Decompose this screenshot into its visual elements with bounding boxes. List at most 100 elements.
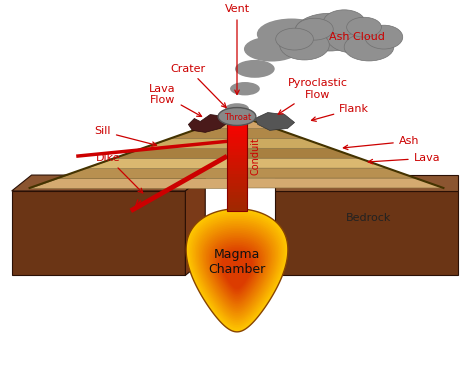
Polygon shape (227, 177, 247, 180)
Polygon shape (199, 224, 275, 316)
Polygon shape (227, 128, 247, 131)
Ellipse shape (225, 103, 249, 114)
Ellipse shape (294, 13, 364, 51)
Text: Vent: Vent (224, 4, 250, 94)
Polygon shape (227, 198, 247, 202)
Polygon shape (227, 140, 247, 143)
Text: Lava
Flow: Lava Flow (149, 84, 201, 116)
Polygon shape (227, 186, 247, 189)
Polygon shape (227, 205, 247, 208)
Text: Bedrock: Bedrock (346, 213, 392, 223)
Polygon shape (227, 158, 247, 161)
Ellipse shape (365, 25, 403, 49)
Polygon shape (247, 168, 415, 178)
Polygon shape (195, 219, 279, 321)
Polygon shape (86, 158, 227, 168)
Polygon shape (227, 195, 247, 198)
Text: Lava: Lava (368, 153, 440, 164)
Ellipse shape (218, 108, 256, 126)
Polygon shape (227, 131, 247, 134)
Ellipse shape (257, 19, 326, 50)
Polygon shape (29, 178, 227, 188)
Polygon shape (212, 240, 262, 301)
Ellipse shape (346, 17, 382, 37)
Polygon shape (227, 134, 247, 137)
Polygon shape (227, 183, 247, 186)
Polygon shape (247, 119, 275, 128)
Polygon shape (227, 152, 247, 156)
Polygon shape (188, 115, 228, 132)
Ellipse shape (344, 33, 394, 61)
Polygon shape (206, 233, 268, 308)
Text: Flank: Flank (311, 104, 369, 121)
Polygon shape (227, 125, 247, 128)
Text: Dike: Dike (96, 153, 143, 193)
Polygon shape (227, 137, 247, 140)
Polygon shape (203, 229, 271, 311)
Ellipse shape (280, 30, 329, 60)
Polygon shape (247, 128, 303, 138)
Polygon shape (196, 221, 278, 320)
Polygon shape (227, 149, 247, 152)
Polygon shape (12, 175, 205, 191)
Polygon shape (275, 191, 458, 275)
Polygon shape (210, 238, 264, 303)
Polygon shape (58, 168, 227, 178)
Polygon shape (227, 208, 247, 211)
Polygon shape (227, 161, 247, 165)
Polygon shape (199, 119, 227, 128)
Polygon shape (202, 228, 272, 313)
Polygon shape (227, 165, 247, 168)
Polygon shape (222, 252, 252, 289)
Ellipse shape (323, 10, 365, 35)
Polygon shape (192, 216, 282, 325)
Text: Crater: Crater (171, 64, 226, 108)
Text: Throat: Throat (224, 113, 252, 122)
Polygon shape (247, 138, 331, 148)
Polygon shape (227, 119, 247, 122)
Polygon shape (205, 231, 269, 310)
Polygon shape (227, 174, 247, 177)
Polygon shape (227, 202, 247, 205)
Polygon shape (255, 112, 294, 130)
Ellipse shape (235, 60, 275, 78)
Text: Pyroclastic
Flow: Pyroclastic Flow (278, 78, 347, 114)
Polygon shape (215, 243, 259, 298)
Polygon shape (198, 223, 276, 318)
Polygon shape (227, 143, 247, 146)
Polygon shape (193, 217, 281, 323)
Polygon shape (227, 122, 247, 125)
Polygon shape (227, 168, 247, 171)
Polygon shape (247, 148, 359, 158)
Polygon shape (209, 236, 265, 304)
Polygon shape (219, 249, 255, 292)
Text: Ash Cloud: Ash Cloud (329, 32, 385, 42)
Polygon shape (227, 180, 247, 183)
Polygon shape (227, 171, 247, 174)
Polygon shape (186, 209, 288, 332)
Polygon shape (220, 250, 254, 291)
Polygon shape (188, 210, 286, 330)
Polygon shape (227, 192, 247, 195)
Polygon shape (213, 242, 261, 299)
Polygon shape (171, 128, 227, 138)
Ellipse shape (327, 21, 382, 53)
Ellipse shape (276, 28, 313, 50)
Polygon shape (227, 156, 247, 158)
Polygon shape (191, 214, 283, 327)
Polygon shape (227, 189, 247, 192)
Polygon shape (218, 247, 256, 294)
Polygon shape (208, 235, 266, 306)
Text: Sill: Sill (94, 126, 156, 146)
Polygon shape (189, 212, 285, 328)
Polygon shape (201, 226, 273, 315)
Polygon shape (247, 178, 443, 188)
Polygon shape (12, 191, 185, 275)
Ellipse shape (244, 37, 300, 61)
Text: Magma
Chamber: Magma Chamber (209, 249, 265, 276)
Polygon shape (185, 175, 205, 275)
Ellipse shape (296, 18, 333, 40)
Ellipse shape (230, 82, 260, 96)
Polygon shape (247, 158, 387, 168)
Polygon shape (143, 138, 227, 148)
